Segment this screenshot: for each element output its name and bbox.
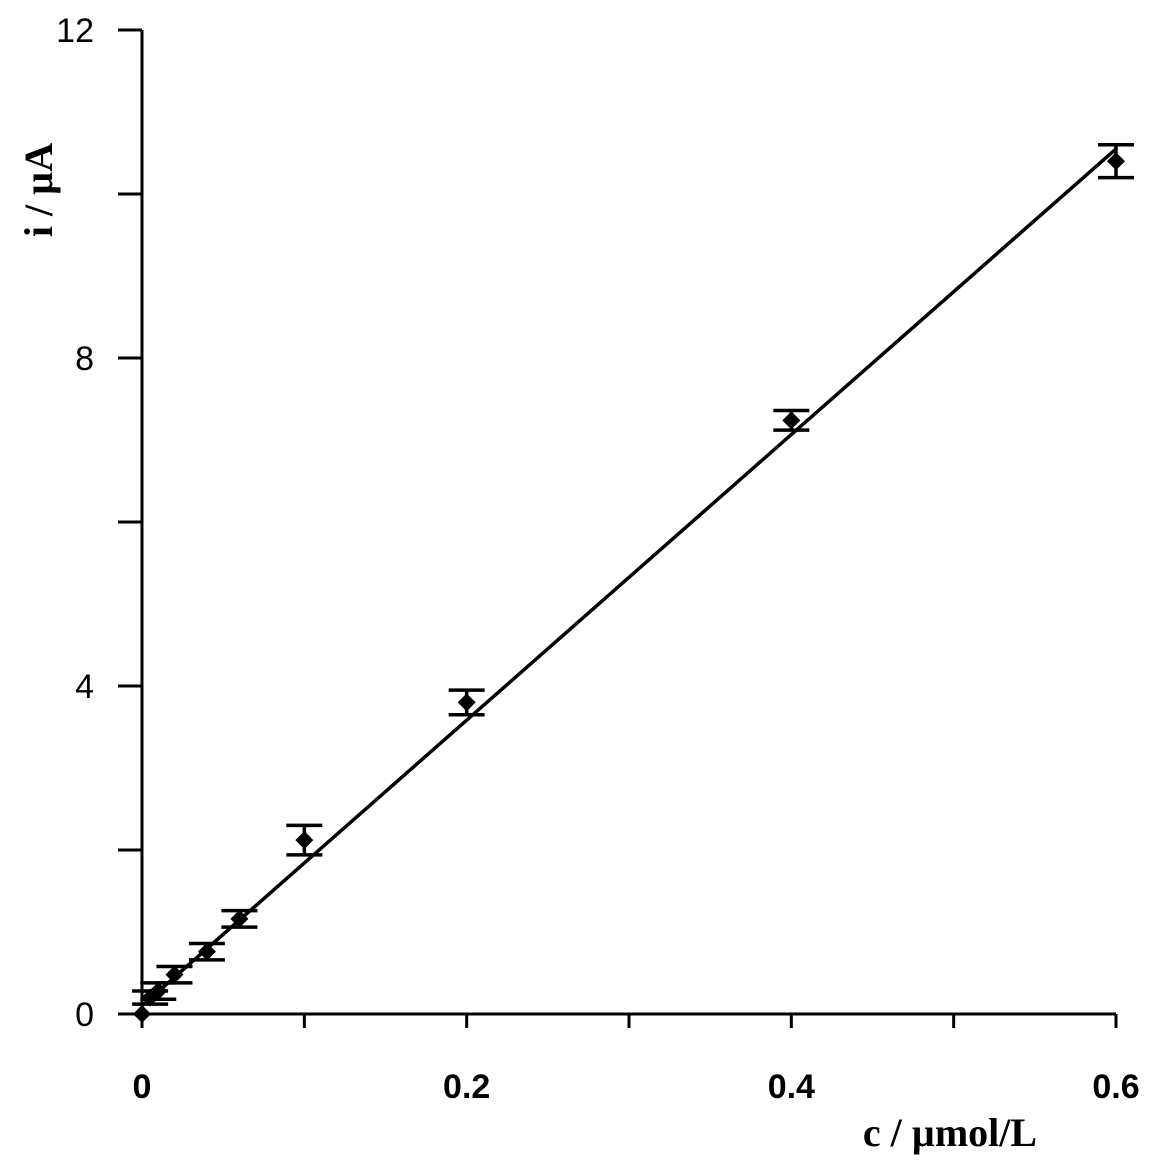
y-tick-label: 8 bbox=[75, 340, 94, 378]
data-point bbox=[1107, 152, 1125, 171]
y-axis-title: i / µA bbox=[16, 143, 61, 237]
x-tick-label: 0.2 bbox=[443, 1068, 490, 1106]
fit-line bbox=[140, 147, 1118, 1008]
tick-labels: 0 4 8 12 0 0.2 0.4 0.6 bbox=[56, 12, 1139, 1106]
data-point bbox=[457, 693, 476, 712]
data-point bbox=[782, 411, 801, 430]
data-point bbox=[295, 831, 314, 850]
y-tick-label: 4 bbox=[75, 668, 94, 706]
data-point bbox=[197, 942, 216, 961]
data-point bbox=[133, 1005, 151, 1023]
x-axis-title: c / µmol/L bbox=[863, 1110, 1037, 1155]
x-tick-label: 0.4 bbox=[768, 1068, 815, 1106]
axes bbox=[140, 30, 1116, 1016]
fit-line-group bbox=[140, 147, 1118, 1008]
data-point bbox=[149, 982, 168, 1001]
data-point bbox=[230, 909, 249, 928]
data-point bbox=[165, 965, 184, 984]
y-tick-label: 0 bbox=[75, 996, 94, 1034]
y-tick-label: 12 bbox=[56, 12, 94, 50]
ticks bbox=[118, 28, 1118, 1028]
x-tick-label: 0 bbox=[133, 1068, 152, 1106]
data-points bbox=[132, 143, 1134, 1023]
x-tick-label: 0.6 bbox=[1092, 1068, 1139, 1106]
